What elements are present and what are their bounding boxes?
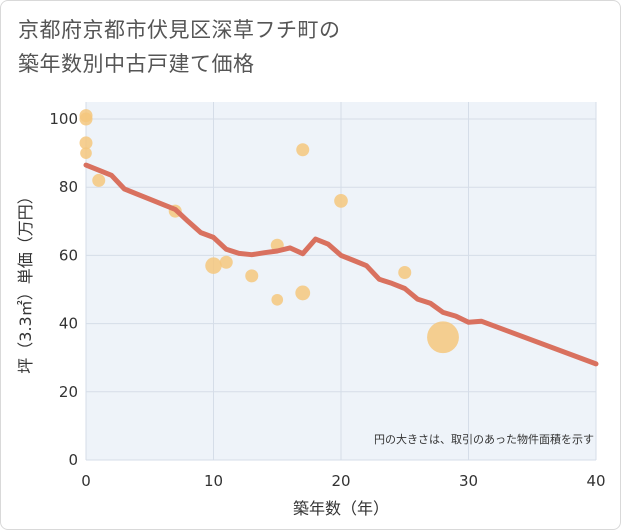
data-bubble [427, 321, 459, 354]
y-tick-label: 40 [59, 315, 78, 333]
data-bubble [80, 147, 92, 159]
x-tick-label: 20 [331, 472, 350, 490]
x-tick-labels: 0 10 20 30 40 [81, 472, 605, 490]
y-tick-label: 100 [49, 110, 78, 128]
data-bubble [205, 257, 222, 274]
y-tick-label: 20 [59, 383, 78, 401]
x-tick-label: 40 [586, 472, 605, 490]
y-tick-label: 80 [59, 178, 78, 196]
data-bubble [334, 194, 348, 208]
data-bubble [79, 112, 93, 126]
y-tick-label: 0 [68, 451, 78, 469]
bubble-size-note: 円の大きさは、取引のあった物件面積を示す [374, 432, 594, 446]
data-bubble [398, 265, 412, 279]
data-bubble [245, 269, 259, 283]
y-tick-labels: 0 20 40 60 80 100 [49, 110, 78, 469]
x-tick-label: 10 [204, 472, 223, 490]
x-tick-label: 30 [459, 472, 478, 490]
y-tick-label: 60 [59, 246, 78, 264]
data-bubble [219, 255, 233, 269]
chart-title-line2: 築年数別中古戸建て価格 [18, 52, 255, 76]
trend-line [83, 162, 599, 367]
data-bubble [271, 293, 284, 306]
y-axis-label: 坪（3.3㎡）単価（万円） [16, 188, 35, 373]
data-bubble [79, 136, 93, 150]
chart-title: 京都府京都市伏見区深草フチ町の 築年数別中古戸建て価格 [18, 13, 578, 81]
chart-title-line1: 京都府京都市伏見区深草フチ町の [18, 18, 341, 42]
data-bubble [92, 173, 106, 187]
x-axis-label: 築年数（年） [293, 499, 389, 518]
data-bubble [295, 285, 311, 301]
x-tick-label: 0 [81, 472, 91, 490]
data-bubble [296, 143, 310, 157]
